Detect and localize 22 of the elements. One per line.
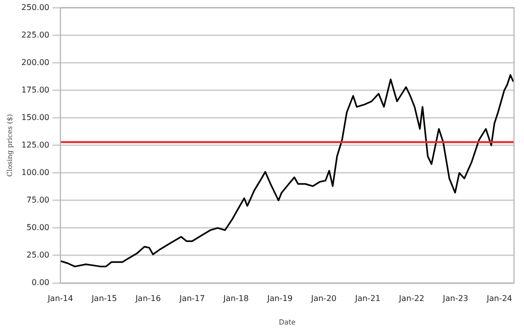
x-tick-label: Jan-20 (310, 294, 337, 303)
x-tick-label: Jan-19 (266, 294, 293, 303)
x-tick-label: Jan-17 (178, 294, 205, 303)
y-tick-label: 25.00 (26, 250, 50, 260)
x-tick-label: Jan-18 (222, 294, 249, 303)
y-tick-label: 225.00 (21, 30, 50, 40)
y-tick-label: 50.00 (26, 223, 50, 232)
x-tick-label: Jan-15 (90, 294, 117, 303)
x-tick-label: Jan-16 (134, 294, 161, 303)
x-tick-label: Jan-21 (354, 294, 381, 303)
y-tick-label: 125.00 (21, 140, 50, 150)
y-tick-label: 75.00 (26, 196, 50, 205)
x-tick-label: Jan-22 (398, 294, 424, 303)
y-tick-label: 200.00 (21, 58, 50, 67)
x-tick-label: Jan-14 (46, 294, 74, 303)
x-tick-label: Jan-23 (442, 294, 468, 303)
x-tick-label: Jan-24 (486, 294, 512, 303)
y-tick-label: 250.00 (21, 2, 50, 12)
y-tick-label: 0.00 (32, 278, 50, 288)
y-tick-label: 150.00 (21, 112, 50, 122)
y-tick-label: 175.00 (21, 85, 50, 94)
y-tick-label: 100.00 (21, 168, 50, 177)
